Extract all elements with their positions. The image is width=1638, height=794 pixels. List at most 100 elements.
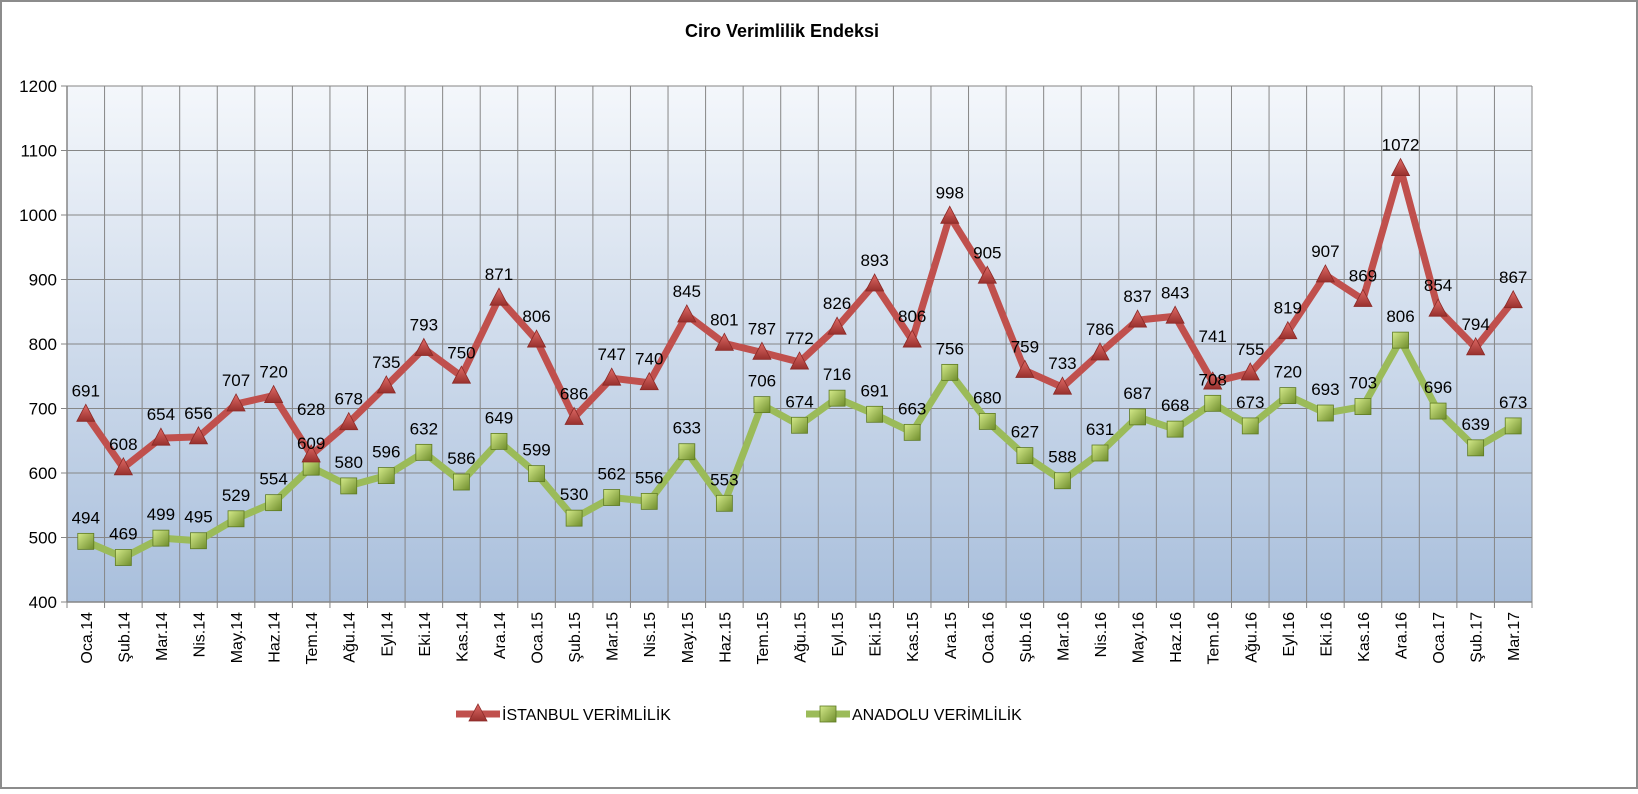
data-label-istanbul: 747 — [597, 345, 625, 364]
data-point-anadolu — [1091, 444, 1109, 462]
x-tick-label: Tem.16 — [1206, 612, 1223, 665]
y-tick-label: 600 — [29, 464, 57, 483]
data-point-anadolu — [1016, 447, 1034, 464]
legend-label: İSTANBUL VERİMLİLİK — [502, 705, 671, 724]
data-point-istanbul — [301, 444, 321, 463]
data-label-istanbul: 893 — [860, 251, 888, 270]
x-tick-label: Kas.16 — [1356, 612, 1373, 662]
data-label-istanbul: 793 — [410, 316, 438, 335]
x-tick-label: Ağu.16 — [1243, 612, 1260, 663]
data-point-anadolu — [340, 477, 358, 495]
data-label-anadolu: 639 — [1461, 415, 1489, 434]
data-point-istanbul — [414, 337, 434, 356]
data-point-anadolu — [753, 396, 771, 414]
data-label-anadolu: 673 — [1236, 393, 1264, 412]
data-point-istanbul — [639, 371, 659, 391]
data-point-anadolu — [1241, 417, 1259, 435]
data-label-anadolu: 588 — [1048, 448, 1076, 467]
x-tick-label: Şub.16 — [1018, 612, 1035, 663]
x-tick-label: May.15 — [680, 612, 697, 663]
data-point-istanbul — [489, 287, 509, 306]
legend-item-istanbul: İSTANBUL VERİMLİLİK — [456, 703, 671, 724]
data-point-anadolu — [978, 412, 996, 430]
data-point-anadolu — [77, 532, 95, 550]
data-point-istanbul — [1465, 337, 1486, 356]
x-tick-label: Mar.14 — [154, 612, 171, 661]
data-label-istanbul: 854 — [1424, 276, 1452, 295]
data-point-istanbul — [376, 375, 396, 394]
data-point-anadolu — [678, 443, 696, 461]
data-point-istanbul — [339, 411, 359, 431]
data-point-istanbul — [1503, 289, 1523, 309]
x-axis-ticks: Oca.14 Şub.14 Mar.14 Nis.14 May.14 Haz.14 Tem.… — [79, 612, 1523, 665]
data-point-anadolu — [828, 389, 846, 407]
x-tick-label: Şub.17 — [1469, 612, 1486, 663]
y-tick-label: 700 — [29, 400, 57, 419]
data-label-anadolu: 649 — [485, 408, 513, 427]
data-label-anadolu: 708 — [1199, 370, 1227, 389]
x-tick-label: Haz.14 — [267, 612, 284, 663]
data-label-istanbul: 869 — [1349, 266, 1377, 285]
data-point-anadolu — [715, 494, 733, 512]
data-point-istanbul — [902, 329, 922, 348]
data-point-anadolu — [114, 549, 132, 566]
data-label-istanbul: 845 — [673, 282, 701, 301]
data-point-istanbul — [1203, 371, 1223, 390]
data-point-anadolu — [490, 432, 508, 450]
data-point-istanbul — [1428, 298, 1448, 317]
data-label-anadolu: 599 — [522, 441, 550, 460]
data-point-istanbul — [602, 367, 622, 386]
data-point-anadolu — [152, 529, 170, 547]
data-label-anadolu: 609 — [297, 434, 325, 453]
data-label-anadolu: 674 — [785, 392, 813, 411]
x-tick-label: Nis.14 — [191, 612, 208, 657]
data-point-anadolu — [1354, 398, 1372, 415]
x-tick-label: Eki.15 — [868, 612, 885, 657]
data-point-anadolu — [265, 494, 283, 512]
x-tick-label: Ağu.15 — [793, 612, 810, 663]
data-label-istanbul: 806 — [522, 307, 550, 326]
data-point-istanbul — [76, 403, 96, 422]
x-tick-label: Ara.16 — [1394, 612, 1411, 659]
x-tick-label: Kas.15 — [905, 612, 922, 662]
data-label-anadolu: 696 — [1424, 378, 1452, 397]
x-tick-label: Tem.15 — [755, 612, 772, 665]
data-point-istanbul — [226, 393, 246, 412]
grid — [61, 85, 1533, 608]
data-point-istanbul — [564, 406, 584, 425]
data-label-anadolu: 596 — [372, 443, 400, 462]
data-label-anadolu: 693 — [1311, 380, 1339, 399]
data-label-anadolu: 469 — [109, 524, 137, 543]
data-label-anadolu: 706 — [748, 372, 776, 391]
data-label-anadolu: 495 — [184, 508, 212, 527]
data-point-istanbul — [940, 205, 960, 224]
data-point-istanbul — [1052, 376, 1073, 395]
data-label-anadolu: 756 — [936, 339, 964, 358]
x-tick-label: Eyl.14 — [379, 612, 396, 657]
x-tick-label: Nis.15 — [642, 612, 659, 657]
y-tick-label: 1000 — [19, 206, 57, 225]
data-label-istanbul: 678 — [335, 390, 363, 409]
data-label-anadolu: 556 — [635, 468, 663, 487]
data-point-istanbul — [864, 273, 885, 292]
y-tick-label: 1100 — [20, 142, 57, 161]
data-label-anadolu: 680 — [973, 388, 1001, 407]
data-label-anadolu: 580 — [335, 453, 363, 472]
data-label-anadolu: 530 — [560, 485, 588, 504]
data-point-istanbul — [1278, 320, 1298, 340]
data-label-istanbul: 905 — [973, 243, 1001, 262]
data-point-istanbul — [188, 426, 209, 445]
x-tick-label: Mar.17 — [1506, 612, 1523, 661]
data-label-istanbul: 801 — [710, 310, 738, 329]
data-label-anadolu: 554 — [259, 470, 287, 489]
data-label-istanbul: 733 — [1048, 354, 1076, 373]
x-tick-label: Eyl.16 — [1281, 612, 1298, 657]
data-point-anadolu — [791, 416, 808, 434]
data-point-istanbul — [526, 329, 547, 348]
data-label-istanbul: 654 — [147, 405, 175, 424]
data-label-istanbul: 794 — [1461, 315, 1489, 334]
y-tick-label: 800 — [29, 335, 57, 354]
data-label-anadolu: 631 — [1086, 420, 1114, 439]
x-tick-label: Oca.17 — [1431, 612, 1448, 664]
data-label-anadolu: 663 — [898, 399, 926, 418]
